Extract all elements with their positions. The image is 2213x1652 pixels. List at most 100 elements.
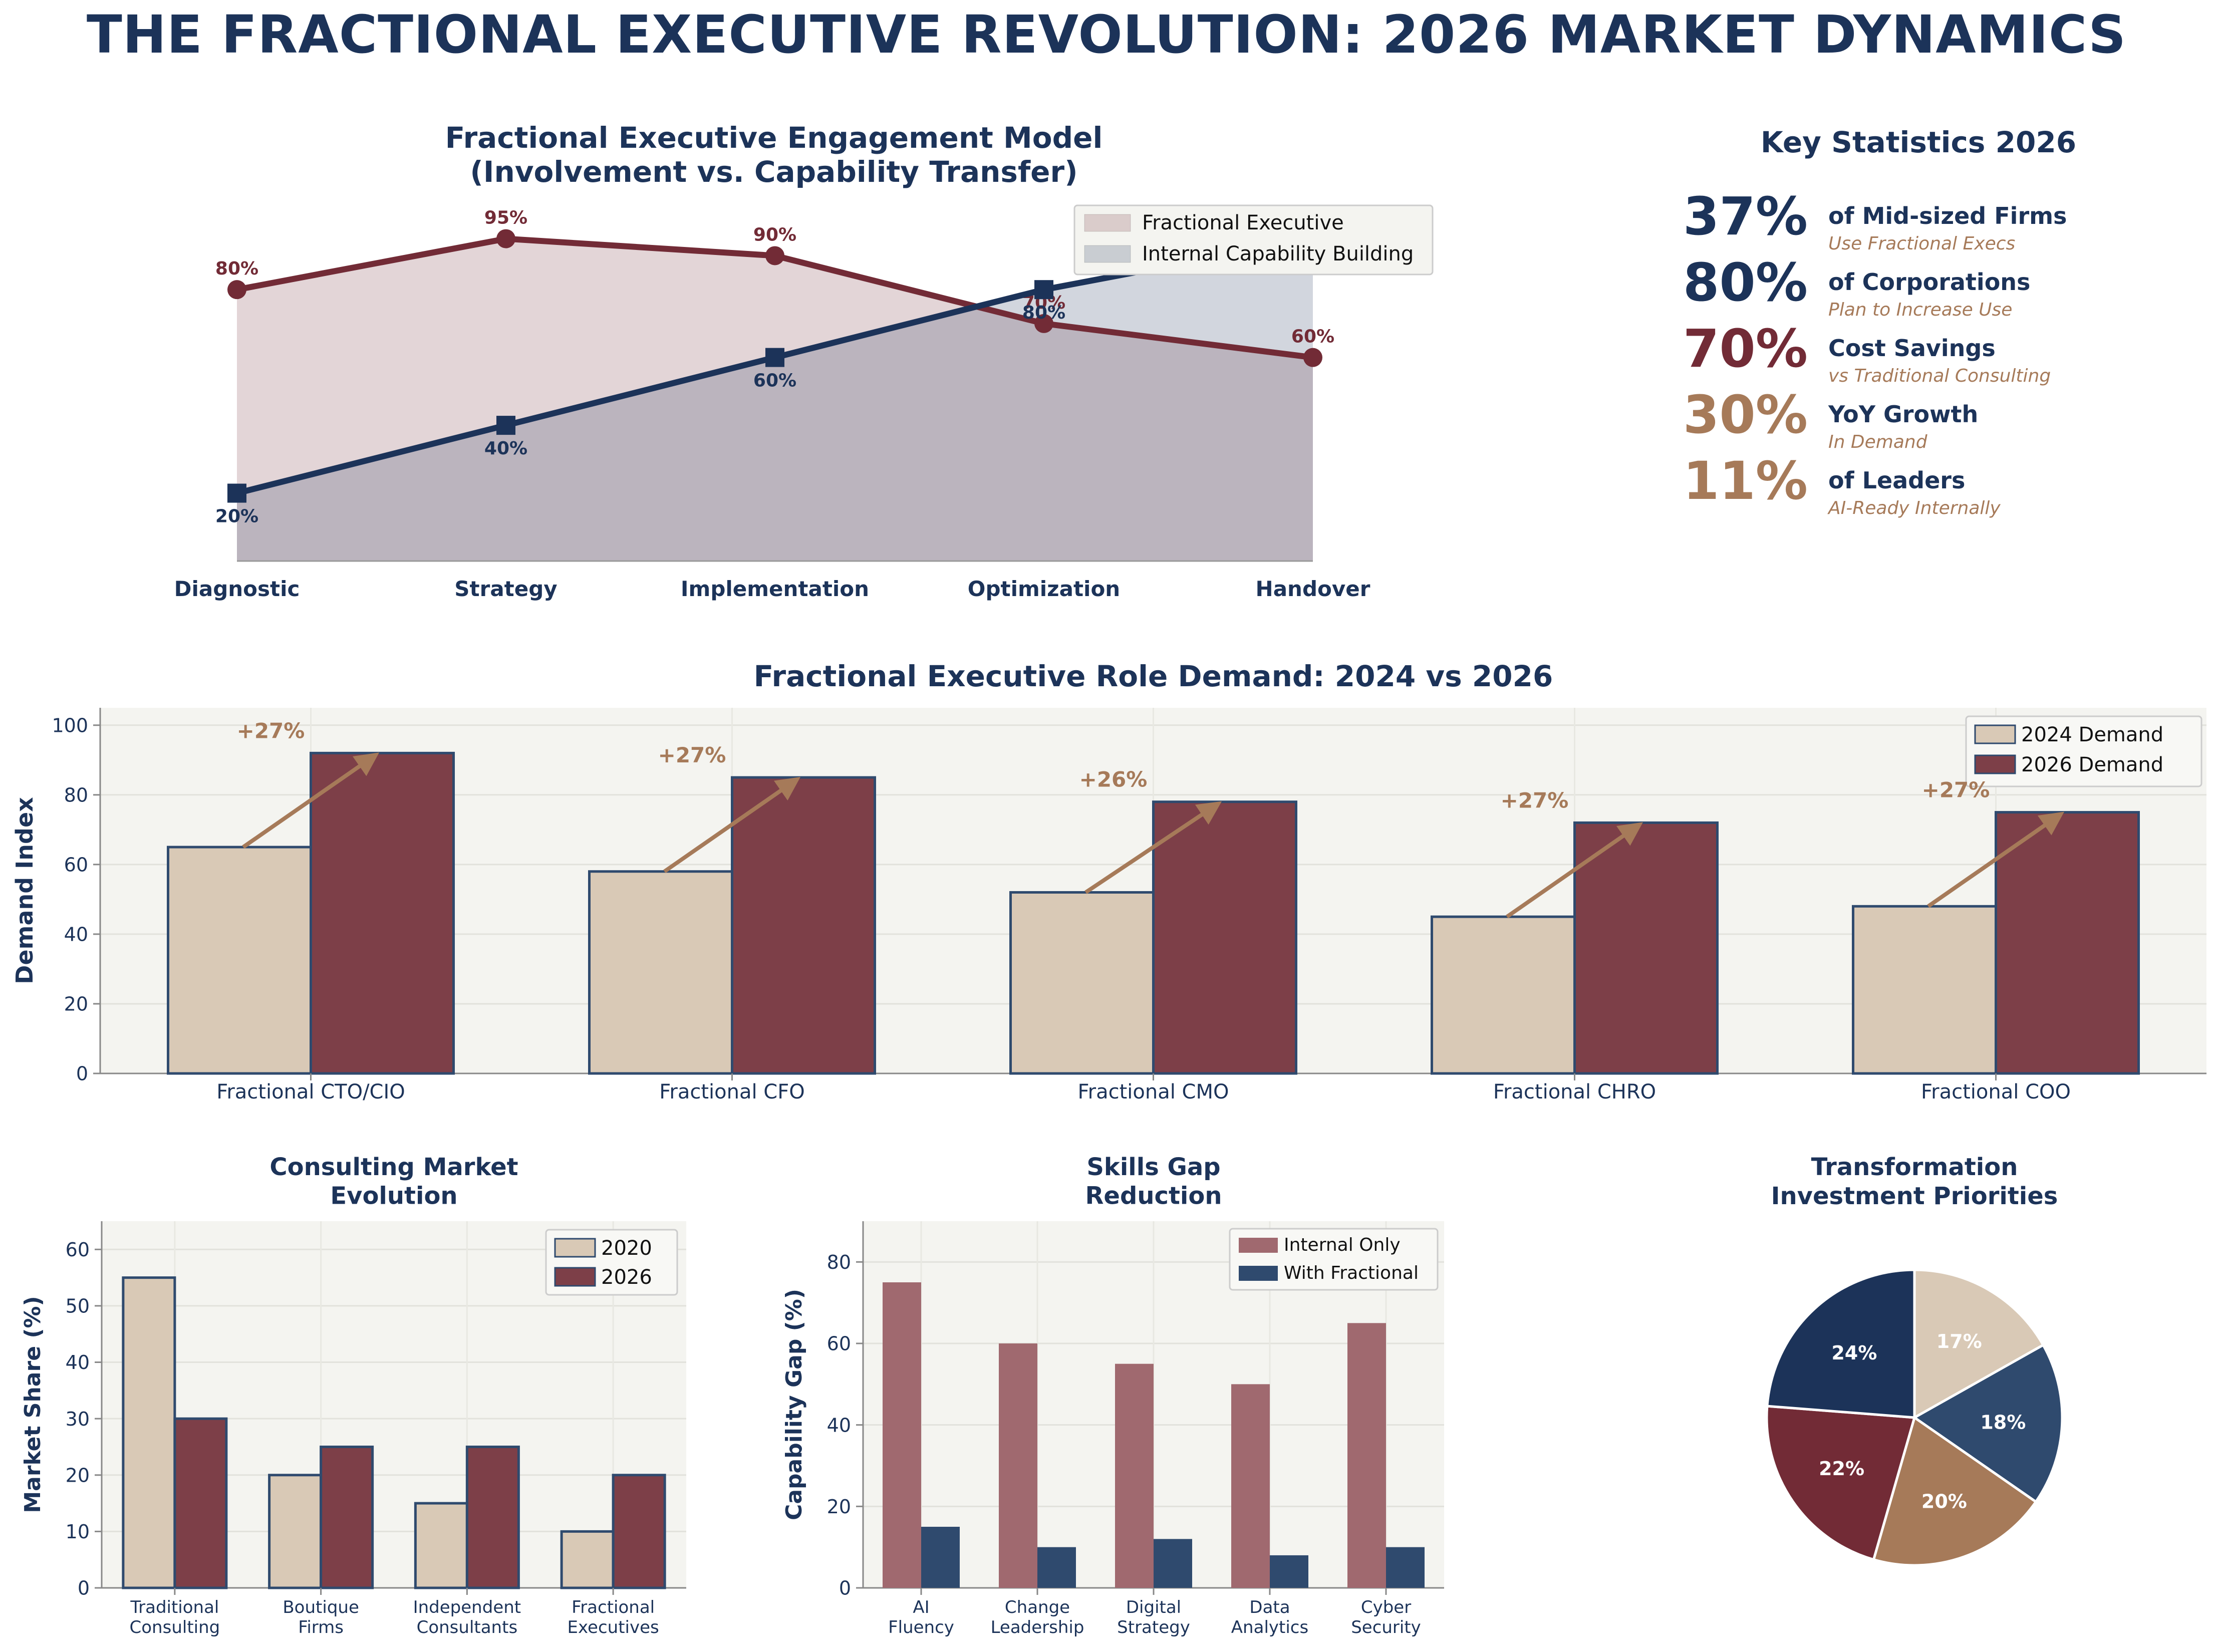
stat-sub: vs Traditional Consulting bbox=[1828, 366, 2051, 386]
y-tick-label: 0 bbox=[839, 1577, 851, 1599]
bar bbox=[588, 870, 733, 1075]
legend-swatch bbox=[1974, 724, 2016, 744]
y-tick-label: 50 bbox=[66, 1295, 90, 1317]
data-label: 40% bbox=[484, 438, 527, 459]
y-axis-label: Market Share (%) bbox=[20, 1296, 46, 1513]
chart-title: Consulting Market bbox=[269, 1153, 518, 1181]
data-label: 80% bbox=[215, 258, 258, 279]
data-point bbox=[496, 416, 515, 435]
growth-arrow bbox=[1927, 811, 2065, 908]
y-tick-label: 80 bbox=[64, 784, 88, 806]
bar bbox=[1347, 1323, 1386, 1588]
x-tick-label: Data Analytics bbox=[1231, 1597, 1308, 1637]
x-tick-label: Fractional CMO bbox=[1078, 1080, 1229, 1104]
data-point bbox=[765, 246, 784, 265]
bar bbox=[320, 1445, 374, 1589]
x-tick-label: Boutique Firms bbox=[283, 1597, 359, 1637]
bar bbox=[268, 1474, 323, 1589]
bar bbox=[1852, 905, 1997, 1075]
y-tick-label: 30 bbox=[66, 1408, 90, 1430]
data-point bbox=[227, 483, 246, 503]
bar bbox=[310, 751, 455, 1075]
legend-box bbox=[1229, 1228, 1439, 1291]
stat-value: 11% bbox=[1683, 450, 1808, 511]
data-point bbox=[227, 280, 246, 300]
y-tick-label: 100 bbox=[52, 714, 88, 736]
chart-title: Evolution bbox=[330, 1182, 457, 1210]
bar bbox=[173, 1417, 228, 1589]
pie-slice bbox=[1913, 1268, 2045, 1420]
series-area bbox=[237, 238, 1313, 561]
category-label: Optimization bbox=[968, 577, 1120, 601]
stat-label: YoY Growth bbox=[1828, 401, 1979, 428]
bar bbox=[560, 1530, 615, 1589]
y-tick-label: 40 bbox=[64, 924, 88, 946]
data-label: 95% bbox=[484, 208, 527, 228]
stat-value: 37% bbox=[1683, 186, 1808, 247]
category-label: Diagnostic bbox=[174, 577, 300, 601]
y-tick-label: 40 bbox=[827, 1414, 851, 1436]
stat-label: Cost Savings bbox=[1828, 335, 1996, 362]
legend-box bbox=[1073, 204, 1434, 276]
bar bbox=[1995, 811, 2140, 1075]
data-point bbox=[765, 348, 784, 367]
chart-title: Skills Gap bbox=[1086, 1153, 1220, 1181]
main-title: THE FRACTIONAL EXECUTIVE REVOLUTION: 202… bbox=[86, 4, 2127, 65]
y-tick-label: 20 bbox=[64, 993, 88, 1015]
category-label: Strategy bbox=[454, 577, 557, 601]
category-label: Handover bbox=[1256, 577, 1370, 601]
consulting-chart: 0 10 20 30 40 50 60 Traditional Consulting Boutiq… bbox=[20, 1153, 686, 1637]
legend-label: With Fractional bbox=[1284, 1263, 1419, 1283]
growth-annotation: +27% bbox=[237, 718, 305, 743]
bar bbox=[921, 1527, 960, 1588]
bar bbox=[414, 1502, 468, 1589]
growth-annotation: +26% bbox=[1079, 767, 1148, 792]
growth-arrow bbox=[663, 776, 801, 874]
legend-swatch bbox=[1974, 754, 2016, 774]
data-label: 60% bbox=[753, 371, 796, 391]
x-tick-label: Digital Strategy bbox=[1117, 1597, 1190, 1637]
bar bbox=[122, 1276, 176, 1589]
x-tick-label: Fractional CHRO bbox=[1493, 1080, 1656, 1104]
pie-label: 22% bbox=[1819, 1458, 1864, 1480]
legend-swatch bbox=[1084, 214, 1131, 232]
legend-swatch bbox=[554, 1238, 596, 1258]
y-tick-label: 20 bbox=[827, 1496, 851, 1518]
bar bbox=[1386, 1547, 1425, 1588]
stat-sub: In Demand bbox=[1828, 432, 1927, 452]
data-point bbox=[1034, 280, 1053, 300]
bar bbox=[1270, 1555, 1308, 1588]
x-tick-label: Traditional Consulting bbox=[130, 1597, 220, 1637]
legend-label: Fractional Executive bbox=[1142, 211, 1344, 234]
stat-label: of Corporations bbox=[1828, 268, 2031, 296]
legend-label: Internal Only bbox=[1284, 1235, 1401, 1255]
data-point bbox=[1303, 348, 1322, 367]
y-axis-label: Capability Gap (%) bbox=[781, 1289, 807, 1520]
bar bbox=[1231, 1384, 1270, 1588]
pie-slice bbox=[1766, 1268, 1916, 1419]
stat-sub: Use Fractional Execs bbox=[1828, 233, 2016, 254]
key-stats-title: Key Statistics 2026 bbox=[1760, 125, 2077, 159]
pie-label: 18% bbox=[1980, 1411, 2026, 1433]
bar bbox=[612, 1474, 666, 1589]
legend-swatch bbox=[1239, 1266, 1278, 1281]
growth-annotation: +27% bbox=[658, 743, 726, 767]
legend-label: 2026 bbox=[601, 1266, 652, 1289]
bar bbox=[1037, 1547, 1076, 1588]
x-tick-label: AI Fluency bbox=[888, 1597, 954, 1637]
y-tick-label: 80 bbox=[827, 1251, 851, 1273]
stat-value: 70% bbox=[1683, 318, 1808, 379]
bar bbox=[731, 776, 876, 1075]
y-tick-label: 40 bbox=[66, 1351, 90, 1373]
data-point bbox=[496, 229, 515, 248]
bar bbox=[999, 1343, 1037, 1588]
bar bbox=[465, 1445, 520, 1589]
growth-arrow bbox=[1084, 801, 1222, 894]
pie-label: 24% bbox=[1831, 1342, 1877, 1364]
data-label: 90% bbox=[753, 224, 796, 245]
legend-box bbox=[1965, 715, 2202, 787]
growth-annotation: +27% bbox=[1922, 778, 1990, 802]
y-tick-label: 0 bbox=[76, 1063, 88, 1085]
stat-value: 30% bbox=[1683, 384, 1808, 445]
